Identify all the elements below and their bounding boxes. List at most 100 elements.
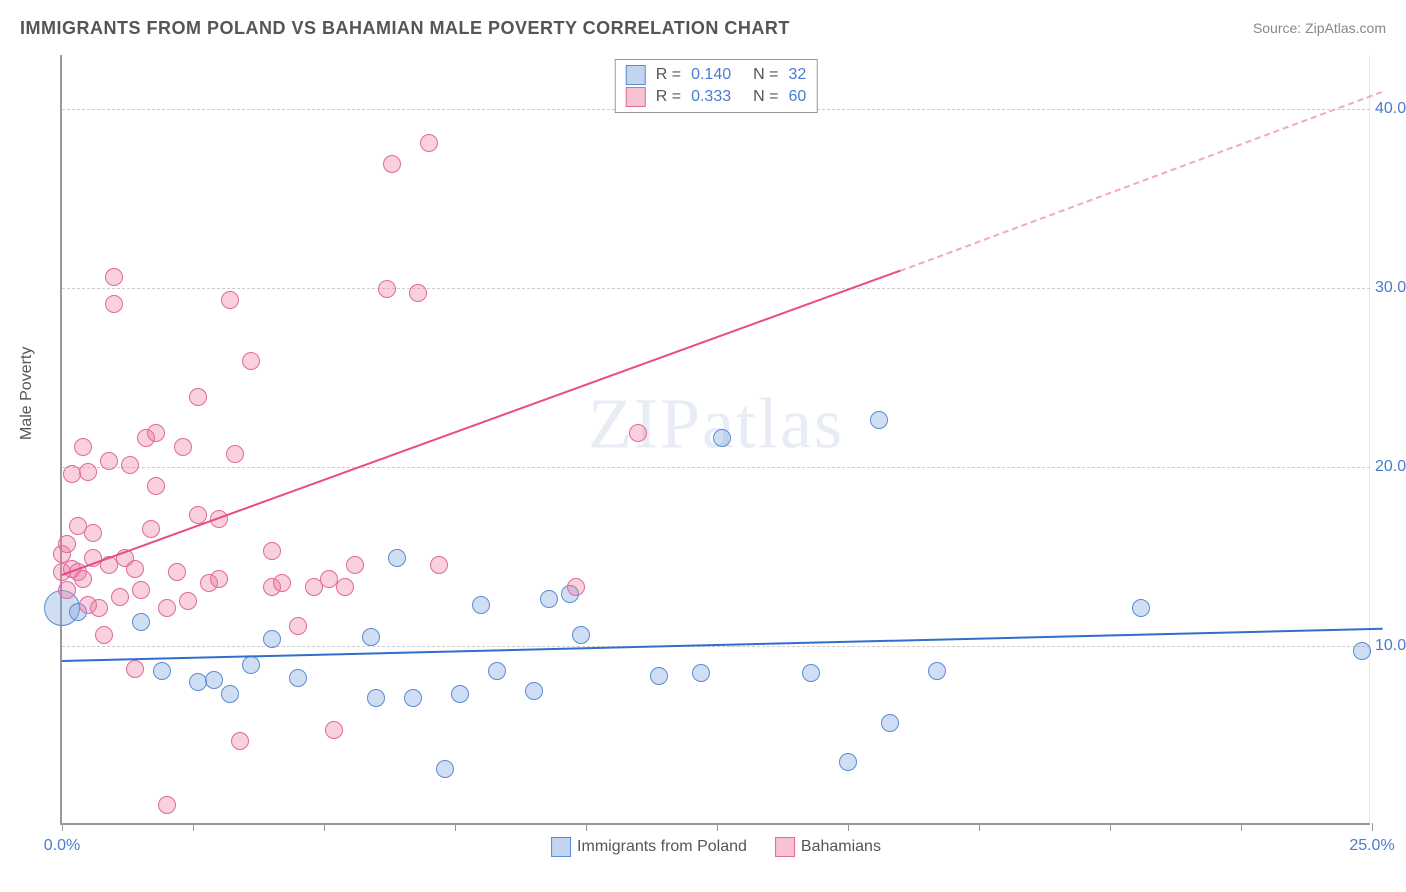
data-point-poland bbox=[404, 689, 422, 707]
y-tick-label: 40.0% bbox=[1375, 100, 1406, 118]
legend-n-label: N = bbox=[753, 86, 778, 108]
legend-item-bahamians: Bahamians bbox=[775, 837, 881, 857]
data-point-poland bbox=[205, 671, 223, 689]
data-point-bahamians bbox=[336, 578, 354, 596]
data-point-poland bbox=[153, 662, 171, 680]
trend-line bbox=[62, 270, 901, 576]
gridline-h bbox=[62, 288, 1370, 289]
data-point-bahamians bbox=[325, 721, 343, 739]
data-point-bahamians bbox=[158, 796, 176, 814]
data-point-poland bbox=[870, 411, 888, 429]
data-point-bahamians bbox=[74, 570, 92, 588]
legend-row-poland: R = 0.140N = 32 bbox=[626, 64, 807, 86]
data-point-bahamians bbox=[95, 626, 113, 644]
gridline-h bbox=[62, 646, 1370, 647]
data-point-bahamians bbox=[126, 560, 144, 578]
data-point-bahamians bbox=[567, 578, 585, 596]
data-point-bahamians bbox=[121, 456, 139, 474]
data-point-bahamians bbox=[111, 588, 129, 606]
data-point-poland bbox=[132, 613, 150, 631]
data-point-poland bbox=[881, 714, 899, 732]
data-point-poland bbox=[713, 429, 731, 447]
data-point-poland bbox=[540, 590, 558, 608]
data-point-bahamians bbox=[383, 155, 401, 173]
data-point-poland bbox=[451, 685, 469, 703]
data-point-poland bbox=[650, 667, 668, 685]
x-tick bbox=[979, 823, 980, 831]
data-point-bahamians bbox=[174, 438, 192, 456]
data-point-poland bbox=[692, 664, 710, 682]
data-point-bahamians bbox=[79, 463, 97, 481]
x-tick bbox=[193, 823, 194, 831]
y-tick-label: 30.0% bbox=[1375, 279, 1406, 297]
data-point-bahamians bbox=[409, 284, 427, 302]
data-point-poland bbox=[928, 662, 946, 680]
data-point-bahamians bbox=[346, 556, 364, 574]
data-point-poland bbox=[362, 628, 380, 646]
data-point-poland bbox=[263, 630, 281, 648]
data-point-poland bbox=[572, 626, 590, 644]
trend-line bbox=[900, 91, 1383, 272]
data-point-poland bbox=[472, 596, 490, 614]
scatter-plot-area: ZIPatlas R = 0.140N = 32R = 0.333N = 60 … bbox=[60, 55, 1370, 825]
data-point-bahamians bbox=[58, 581, 76, 599]
data-point-poland bbox=[436, 760, 454, 778]
x-tick bbox=[1241, 823, 1242, 831]
data-point-poland bbox=[1132, 599, 1150, 617]
y-axis-label: Male Poverty bbox=[18, 347, 36, 440]
data-point-bahamians bbox=[210, 570, 228, 588]
data-point-bahamians bbox=[126, 660, 144, 678]
x-tick bbox=[717, 823, 718, 831]
chart-title: IMMIGRANTS FROM POLAND VS BAHAMIAN MALE … bbox=[20, 18, 790, 39]
legend-r-value: 0.333 bbox=[691, 86, 731, 108]
y-tick-label: 10.0% bbox=[1375, 637, 1406, 655]
data-point-bahamians bbox=[90, 599, 108, 617]
data-point-bahamians bbox=[378, 280, 396, 298]
data-point-poland bbox=[488, 662, 506, 680]
data-point-bahamians bbox=[231, 732, 249, 750]
legend-n-label: N = bbox=[753, 64, 778, 86]
correlation-legend: R = 0.140N = 32R = 0.333 N = 60 bbox=[615, 59, 818, 113]
data-point-bahamians bbox=[221, 291, 239, 309]
legend-r-label: R = bbox=[656, 86, 681, 108]
data-point-bahamians bbox=[132, 581, 150, 599]
x-tick-label: 25.0% bbox=[1349, 837, 1394, 855]
legend-row-bahamians: R = 0.333 N = 60 bbox=[626, 86, 807, 108]
data-point-bahamians bbox=[158, 599, 176, 617]
source-link[interactable]: ZipAtlas.com bbox=[1305, 20, 1386, 36]
legend-swatch-poland bbox=[551, 837, 571, 857]
x-tick bbox=[62, 823, 63, 831]
data-point-bahamians bbox=[84, 524, 102, 542]
legend-swatch-bahamians bbox=[775, 837, 795, 857]
data-point-bahamians bbox=[58, 535, 76, 553]
data-point-bahamians bbox=[105, 295, 123, 313]
legend-r-label: R = bbox=[656, 64, 681, 86]
data-point-bahamians bbox=[168, 563, 186, 581]
legend-swatch-bahamians bbox=[626, 87, 646, 107]
gridline-h bbox=[62, 467, 1370, 468]
watermark-text: ZIPatlas bbox=[588, 382, 844, 465]
data-point-bahamians bbox=[430, 556, 448, 574]
data-point-bahamians bbox=[242, 352, 260, 370]
legend-series-label: Bahamians bbox=[801, 838, 881, 855]
data-point-bahamians bbox=[289, 617, 307, 635]
data-point-poland bbox=[388, 549, 406, 567]
source-label: Source: bbox=[1253, 20, 1305, 36]
data-point-poland bbox=[802, 664, 820, 682]
data-point-poland bbox=[242, 656, 260, 674]
data-point-bahamians bbox=[105, 268, 123, 286]
data-point-poland bbox=[1353, 642, 1371, 660]
data-point-poland bbox=[367, 689, 385, 707]
y-tick-label: 20.0% bbox=[1375, 458, 1406, 476]
source-attribution: Source: ZipAtlas.com bbox=[1253, 20, 1386, 36]
data-point-bahamians bbox=[189, 388, 207, 406]
data-point-bahamians bbox=[629, 424, 647, 442]
series-legend: Immigrants from PolandBahamians bbox=[551, 837, 881, 857]
x-tick bbox=[324, 823, 325, 831]
data-point-bahamians bbox=[273, 574, 291, 592]
x-tick bbox=[1110, 823, 1111, 831]
data-point-bahamians bbox=[147, 424, 165, 442]
data-point-bahamians bbox=[226, 445, 244, 463]
legend-n-value: 60 bbox=[788, 86, 806, 108]
x-tick bbox=[1372, 823, 1373, 831]
